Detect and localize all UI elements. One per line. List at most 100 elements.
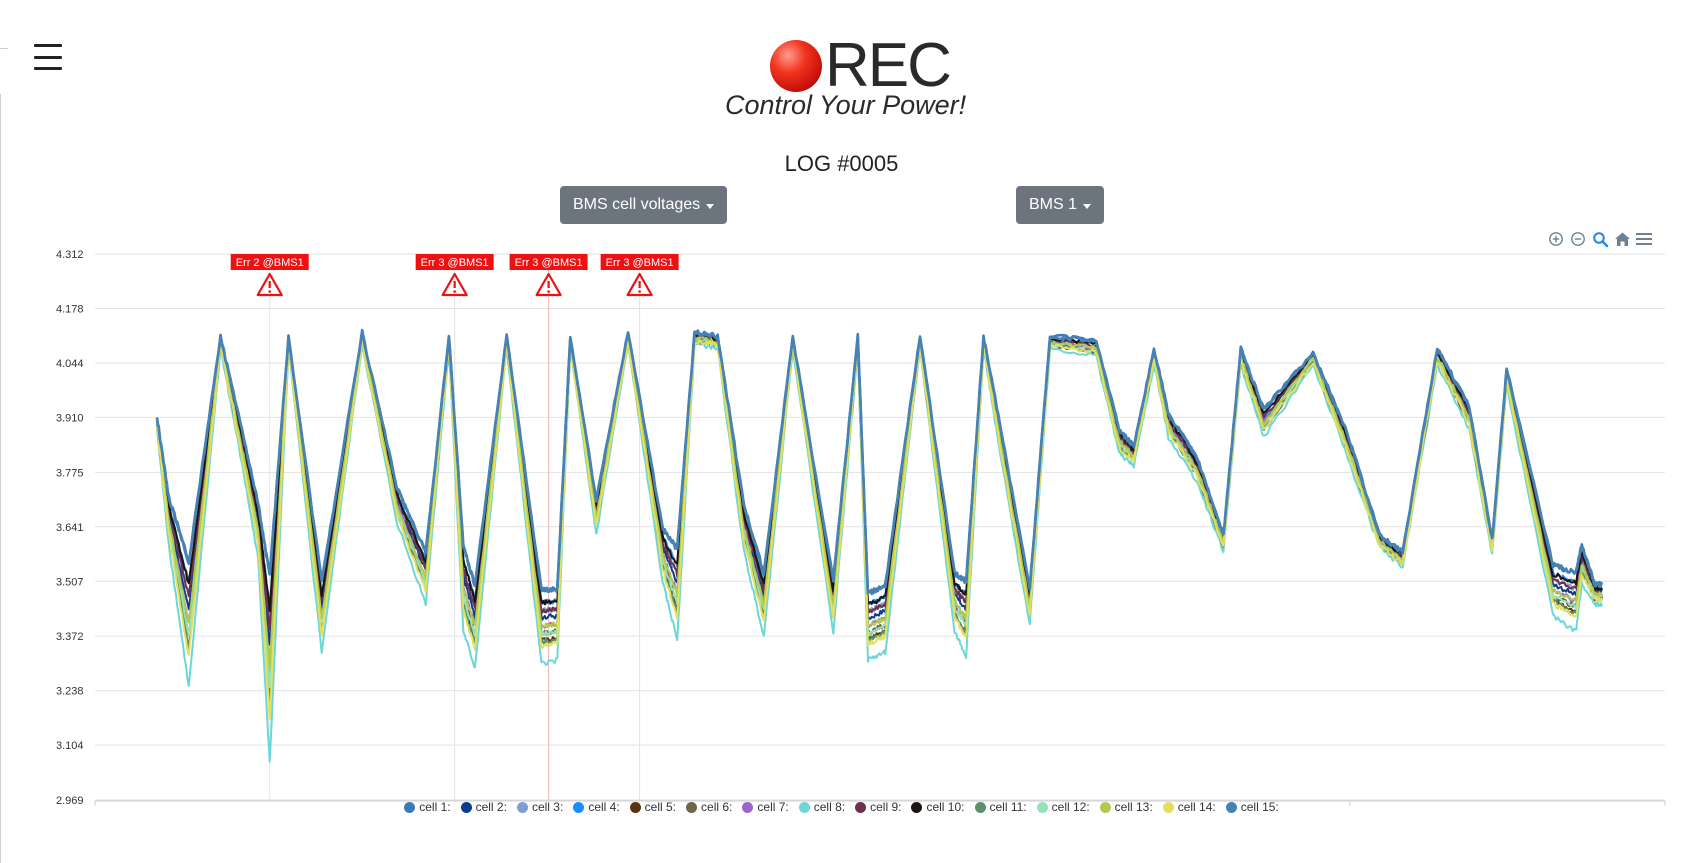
legend-label: cell 4:: [588, 800, 620, 814]
home-icon[interactable]: [1613, 230, 1631, 248]
legend-label: cell 7:: [757, 800, 789, 814]
menu-icon[interactable]: [1635, 230, 1653, 248]
legend-marker: [516, 801, 528, 813]
measurement-dropdown-button[interactable]: BMS cell voltages: [560, 186, 728, 224]
legend-marker: [911, 801, 923, 813]
rec-logo: REC Control Your Power!: [715, 31, 975, 124]
legend-label: cell 2:: [475, 800, 507, 814]
hamburger-menu-button[interactable]: [34, 44, 62, 70]
hamburger-line: [34, 44, 62, 47]
y-tick-label: 3.507: [56, 576, 84, 588]
annotation-marker[interactable]: Err 3 @BMS1: [509, 254, 588, 297]
legend-item-cell-3[interactable]: cell 3:: [516, 800, 564, 814]
series-line-cell-14: [156, 338, 1603, 720]
annotation-label: Err 3 @BMS1: [606, 257, 674, 269]
annotation-marker[interactable]: Err 3 @BMS1: [415, 254, 494, 297]
legend-item-cell-8[interactable]: cell 8:: [798, 800, 845, 814]
legend-item-cell-9[interactable]: cell 9:: [855, 800, 901, 814]
legend-label: cell 15:: [1240, 800, 1279, 814]
annotation-label: Err 2 @BMS1: [236, 257, 304, 269]
legend-item-cell-11[interactable]: cell 11:: [974, 800, 1027, 814]
zoom-in-icon[interactable]: [1547, 230, 1565, 248]
annotation-label-box: [415, 254, 494, 270]
hamburger-line: [34, 55, 62, 59]
legend-marker: [1036, 801, 1048, 813]
warning-icon-dot: [547, 290, 550, 293]
series-line-cell-15: [155, 329, 1604, 596]
warning-icon-dot: [453, 290, 456, 293]
annotation-marker[interactable]: Err 2 @BMS1: [230, 254, 309, 297]
legend-label: cell 9:: [870, 800, 902, 814]
series-line-cell-1: [155, 328, 1603, 595]
legend-marker: [404, 801, 416, 813]
legend-label: cell 13:: [1114, 800, 1153, 814]
annotation-label-box: [600, 254, 679, 270]
hamburger-line: [34, 67, 62, 70]
annotation-label: Err 3 @BMS1: [515, 257, 583, 269]
legend-item-cell-2[interactable]: cell 2:: [460, 800, 507, 814]
legend-label: cell 10:: [926, 800, 965, 814]
legend-marker: [686, 801, 698, 813]
y-tick-label: 3.104: [56, 740, 84, 752]
legend-item-cell-10[interactable]: cell 10:: [911, 800, 965, 814]
bms-dropdown-button[interactable]: BMS 1: [1016, 186, 1105, 224]
legend-marker: [1225, 801, 1237, 813]
legend-label: cell 1:: [419, 800, 451, 814]
legend-item-cell-6[interactable]: cell 6:: [686, 800, 732, 814]
legend-label: cell 6:: [701, 800, 733, 814]
y-tick-label: 3.775: [56, 467, 84, 479]
annotation-label: Err 3 @BMS1: [421, 257, 489, 269]
left-border-tick: [0, 48, 8, 49]
legend-marker: [460, 801, 472, 813]
annotation-label-box: [509, 254, 588, 270]
legend-label: cell 3:: [531, 800, 564, 814]
caret-down-icon: [706, 203, 715, 209]
warning-icon-dot: [268, 290, 272, 293]
bms-dropdown-label: BMS 1: [1029, 196, 1078, 213]
y-tick-label: 3.910: [56, 412, 84, 424]
logo-text: REC: [825, 31, 952, 100]
legend-item-cell-5[interactable]: cell 5:: [629, 800, 677, 814]
legend-marker: [798, 801, 810, 813]
caret-down-icon: [1083, 203, 1092, 209]
legend-marker: [974, 801, 986, 813]
legend-marker: [573, 801, 585, 813]
legend-item-cell-15[interactable]: cell 15:: [1225, 800, 1279, 814]
legend-marker: [1099, 801, 1111, 813]
y-tick-label: 3.372: [56, 631, 84, 643]
legend-item-cell-7[interactable]: cell 7:: [742, 800, 789, 814]
annotation-label-box: [230, 254, 309, 270]
legend-label: cell 5:: [644, 800, 677, 814]
logo-tagline: Control Your Power!: [725, 90, 967, 120]
legend-item-cell-14[interactable]: cell 14:: [1162, 800, 1216, 814]
warning-icon-dot: [638, 290, 641, 293]
annotation-marker[interactable]: Err 3 @BMS1: [600, 254, 679, 297]
left-border: [0, 94, 1, 863]
legend-item-cell-4[interactable]: cell 4:: [573, 800, 620, 814]
chart-toolbar: [1547, 229, 1653, 249]
legend-marker: [855, 801, 867, 813]
legend-label: cell 11:: [989, 800, 1027, 814]
y-tick-label: 2.969: [56, 795, 84, 807]
y-tick-label: 4.044: [56, 358, 84, 370]
legend-marker: [1162, 801, 1174, 813]
log-title: LOG #0005: [784, 151, 899, 176]
legend-label: cell 14:: [1177, 800, 1216, 814]
legend-item-cell-12[interactable]: cell 12:: [1036, 800, 1090, 814]
legend-marker: [742, 801, 754, 813]
logo-red-ball: [770, 40, 822, 92]
y-tick-label: 3.238: [56, 686, 84, 698]
y-tick-label: 4.178: [56, 303, 84, 315]
legend-item-cell-1[interactable]: cell 1:: [404, 800, 451, 814]
y-tick-label: 4.312: [56, 249, 84, 261]
series-line-cell-4: [156, 331, 1603, 610]
magnifier-icon[interactable]: [1591, 230, 1609, 248]
series-line-cell-8: [156, 342, 1603, 763]
legend-marker: [629, 801, 641, 813]
legend-item-cell-13[interactable]: cell 13:: [1099, 800, 1153, 814]
measurement-dropdown-label: BMS cell voltages: [573, 196, 701, 213]
chart-legend: cell 1: cell 2: cell 3: cell 4: cell 5: cell …: [0, 800, 1683, 814]
zoom-out-icon[interactable]: [1569, 230, 1587, 248]
y-tick-label: 3.641: [56, 522, 84, 534]
